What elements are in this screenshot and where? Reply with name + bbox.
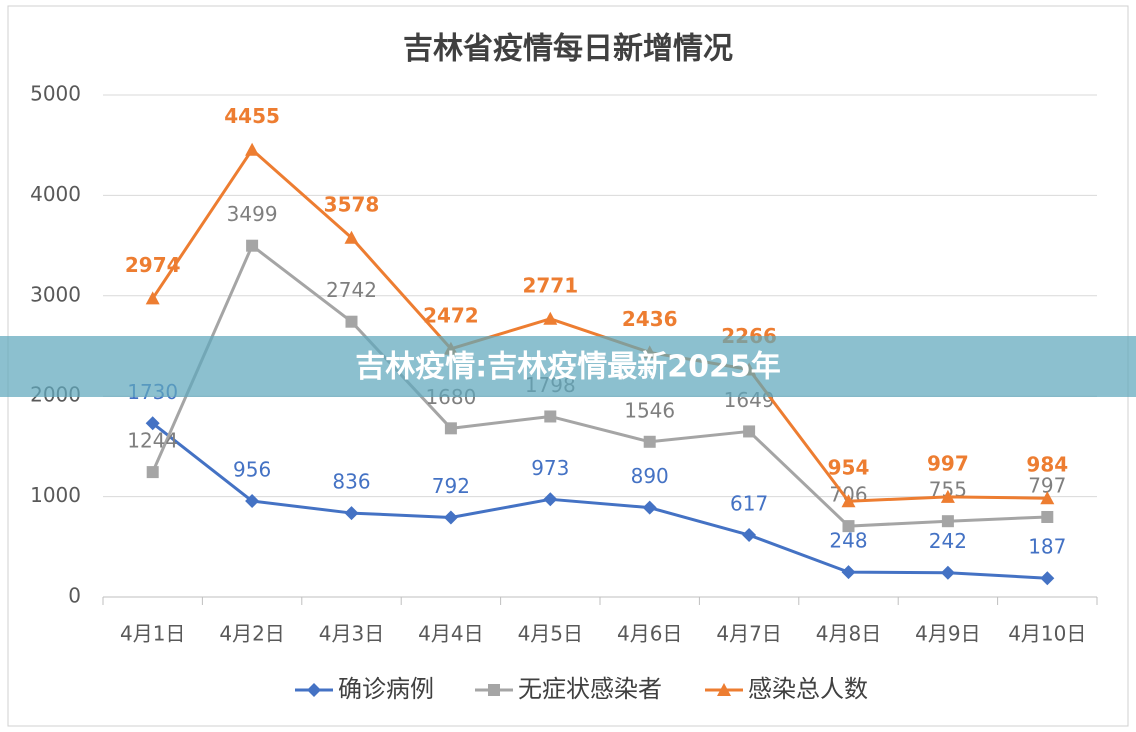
data-label: 4455: [224, 104, 280, 128]
y-tick-label: 5000: [30, 82, 81, 106]
x-tick-label: 4月10日: [1008, 622, 1086, 646]
data-point: [543, 311, 558, 325]
data-point: [842, 520, 855, 533]
data-label: 997: [927, 451, 969, 475]
data-point: [1040, 571, 1055, 586]
legend-marker: [717, 683, 731, 696]
data-label: 2771: [522, 273, 578, 297]
y-tick-label: 4000: [30, 182, 81, 206]
legend-marker: [307, 683, 321, 697]
data-point: [940, 565, 955, 580]
data-point: [841, 565, 856, 580]
chart-title: 吉林省疫情每日新增情况: [403, 32, 733, 67]
x-tick-label: 4月9日: [915, 622, 980, 646]
legend-marker: [488, 684, 500, 696]
data-point: [1040, 491, 1055, 505]
data-point: [345, 315, 358, 328]
series-line: [151, 422, 1048, 580]
data-label: 2742: [326, 278, 377, 302]
legend-label: 感染总人数: [748, 675, 868, 703]
x-tick-label: 4月5日: [518, 622, 583, 646]
data-label: 1244: [127, 429, 178, 453]
data-point: [940, 489, 955, 503]
data-label: 956: [233, 458, 271, 482]
data-label: 792: [432, 474, 470, 498]
data-point: [145, 291, 160, 305]
data-point: [146, 466, 159, 479]
x-tick-label: 4月1日: [120, 622, 185, 646]
data-point: [245, 142, 260, 156]
data-label: 242: [929, 529, 967, 553]
data-point: [941, 515, 954, 528]
x-tick-label: 4月2日: [219, 622, 284, 646]
data-label: 954: [828, 456, 870, 480]
data-label: 1546: [624, 398, 675, 422]
data-label: 187: [1028, 535, 1066, 559]
x-tick-label: 4月7日: [716, 622, 781, 646]
data-point: [145, 416, 160, 431]
data-label: 3578: [324, 192, 380, 216]
legend-label: 确诊病例: [338, 675, 434, 703]
banner-text: 吉林疫情:吉林疫情最新2025年: [355, 350, 781, 385]
x-tick-label: 4月6日: [617, 622, 682, 646]
data-point: [443, 510, 458, 525]
data-label: 3499: [227, 202, 278, 226]
data-point: [1041, 510, 1054, 523]
legend-label: 无症状感染者: [518, 675, 662, 703]
data-label: 2974: [125, 253, 181, 277]
data-point: [344, 506, 359, 521]
data-label: 2472: [423, 303, 479, 327]
data-point: [543, 492, 558, 507]
data-point: [344, 230, 359, 244]
data-label: 617: [730, 492, 768, 516]
data-label: 973: [531, 456, 569, 480]
data-label: 248: [829, 529, 867, 553]
data-point: [643, 435, 656, 448]
data-point: [544, 410, 557, 423]
data-point: [841, 494, 856, 508]
data-label: 836: [332, 470, 370, 494]
series-line: [151, 148, 1048, 503]
data-point: [444, 422, 457, 435]
y-tick-label: 0: [68, 584, 81, 608]
x-tick-label: 4月3日: [319, 622, 384, 646]
x-tick-label: 4月4日: [418, 622, 483, 646]
data-point: [742, 528, 757, 543]
y-tick-label: 1000: [30, 483, 81, 507]
data-label: 890: [631, 464, 669, 488]
data-point: [245, 494, 260, 509]
data-label: 984: [1026, 453, 1068, 477]
data-point: [642, 500, 657, 515]
data-point: [246, 239, 259, 252]
data-point: [743, 425, 756, 438]
data-label: 2436: [622, 307, 678, 331]
y-tick-label: 3000: [30, 282, 81, 306]
x-tick-label: 4月8日: [816, 622, 881, 646]
banner: [0, 336, 1136, 397]
series-line: [151, 244, 1048, 528]
